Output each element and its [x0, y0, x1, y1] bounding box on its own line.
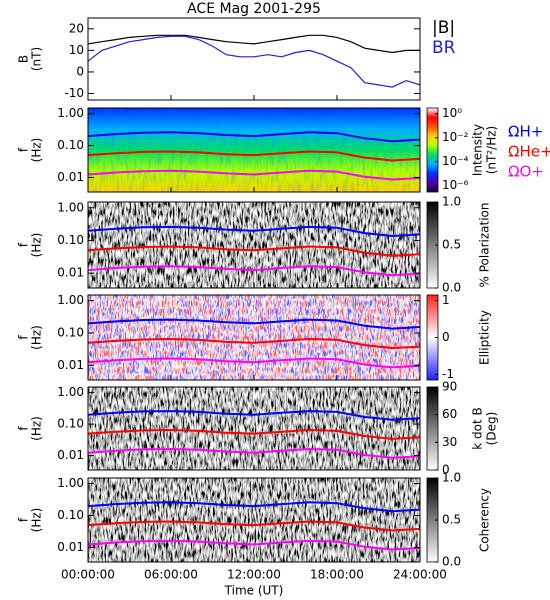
spectrogram [88, 202, 420, 288]
legend-entry: BR [432, 38, 456, 58]
legend-entry: ΩHe+ [508, 143, 550, 161]
legend-entry: ΩO+ [508, 163, 544, 181]
y-axis-label: f [17, 517, 31, 522]
y-axis-label: (nT) [30, 47, 44, 71]
gyrofrequency-line [88, 169, 420, 181]
chart-title: ACE Mag 2001-295 [187, 1, 321, 17]
y-tick-label: 0.01 [57, 266, 84, 280]
colorbar-label: Intensity [471, 124, 485, 176]
y-tick-label: 0.10 [57, 233, 84, 247]
x-tick-label: 18:00:00 [310, 568, 364, 582]
gyrofrequency-line [88, 318, 420, 330]
colorbar-label: k dot B [471, 407, 485, 449]
colorbar-tick-label: 0 [442, 463, 450, 477]
colorbar-label: % Polarization [478, 203, 492, 288]
gyrofrequency-line [88, 520, 420, 532]
colorbar-tick-label: 10⁻⁴ [442, 154, 469, 168]
colorbar-tick-label: 10⁰ [442, 106, 462, 120]
colorbar-tick-label: 0.0 [442, 281, 461, 295]
y-axis-label: (Hz) [30, 508, 44, 533]
colorbar-tick-label: 0 [442, 330, 450, 344]
colorbar-tick-label: -1 [442, 367, 454, 381]
colorbar [426, 107, 439, 193]
colorbar-tick-label: 1.0 [442, 471, 461, 485]
y-axis-label: f [17, 335, 31, 340]
legend-entry: |B| [432, 18, 455, 38]
colorbar-label: Coherency [478, 488, 492, 552]
colorbar-tick-label: 10⁻⁶ [442, 178, 469, 192]
gyrofrequency-line [88, 245, 420, 257]
y-axis-label: (Hz) [30, 325, 44, 350]
y-axis-label: f [17, 147, 31, 152]
gyrofrequency-line [88, 410, 420, 421]
legend-entry: ΩH+ [508, 123, 543, 141]
gyrofrequency-line [88, 501, 420, 513]
colorbar-tick-label: 10⁻² [442, 130, 469, 144]
colorbar-tick-label: 0.5 [442, 238, 461, 252]
colorbar-tick-label: 1 [442, 293, 450, 307]
gyrofrequency-line [88, 150, 420, 162]
gyrofrequency-line [88, 539, 420, 551]
colorbar-tick-label: 0.0 [442, 555, 461, 569]
x-tick-label: 12:00:00 [227, 568, 281, 582]
y-tick-label: 10 [69, 43, 84, 57]
colorbar-label: (nT²/Hz) [485, 126, 499, 174]
y-tick-label: 20 [69, 21, 84, 35]
spectrogram-texture [88, 108, 420, 192]
y-tick-label: 0.01 [57, 170, 84, 184]
gyrofrequency-line [88, 131, 420, 143]
gyrofrequency-line [88, 428, 420, 440]
colorbar-label: (Deg) [485, 412, 499, 446]
colorbar-tick-label: 60 [442, 407, 457, 421]
data-line [88, 34, 420, 54]
gyrofrequency-line [88, 447, 420, 459]
y-tick-label: 0.10 [57, 325, 84, 339]
y-axis-label: (Hz) [30, 233, 44, 258]
y-tick-label: -10 [64, 86, 84, 100]
colorbar-tick-label: 90 [442, 380, 457, 394]
y-tick-label: 1.00 [57, 293, 84, 307]
y-axis-label: f [17, 426, 31, 431]
y-tick-label: 0.01 [57, 540, 84, 554]
x-tick-label: 06:00:00 [144, 568, 198, 582]
y-tick-label: 0.10 [57, 417, 84, 431]
y-tick-label: 1.00 [57, 200, 84, 214]
x-tick-label: 00:00:00 [61, 568, 115, 582]
y-axis-label: B [17, 55, 31, 63]
y-tick-label: 0.01 [57, 448, 84, 462]
y-tick-label: 0.10 [57, 508, 84, 522]
y-axis-label: (Hz) [30, 138, 44, 163]
y-axis-label: (Hz) [30, 416, 44, 441]
x-tick-label: 24:00:00 [393, 568, 447, 582]
spectrogram [88, 295, 420, 380]
y-axis-label: f [17, 242, 31, 247]
colorbar [426, 386, 439, 471]
spectrogram [88, 387, 420, 470]
y-tick-label: 0 [76, 64, 84, 78]
spectrogram [88, 478, 420, 562]
gyrofrequency-line [88, 265, 420, 277]
colorbar-tick-label: 30 [442, 435, 457, 449]
gyrofrequency-line [88, 337, 420, 350]
colorbar-label: Ellipticity [478, 310, 492, 365]
x-axis-label: Time (UT) [224, 584, 284, 598]
colorbar-tick-label: 1.0 [442, 195, 461, 209]
y-tick-label: 1.00 [57, 106, 84, 120]
colorbar-tick-label: 0.5 [442, 513, 461, 527]
y-tick-label: 0.01 [57, 358, 84, 372]
y-tick-label: 1.00 [57, 385, 84, 399]
gyrofrequency-line [88, 225, 420, 238]
plot-frame [87, 17, 421, 101]
gyrofrequency-line [88, 357, 420, 369]
data-line [88, 35, 420, 88]
y-tick-label: 0.10 [57, 138, 84, 152]
y-tick-label: 1.00 [57, 476, 84, 490]
